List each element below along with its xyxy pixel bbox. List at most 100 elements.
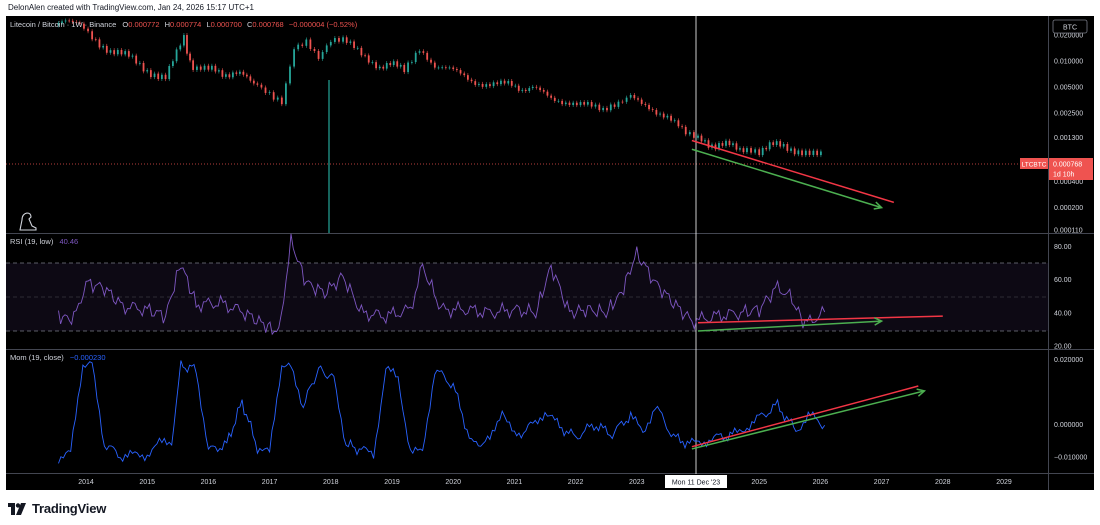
price-candle (662, 113, 665, 118)
price-candle (441, 67, 444, 69)
price-candle (264, 87, 267, 93)
price-candle (535, 86, 538, 88)
chart-area[interactable]: 0.020000 0.010000 0.005000 0.002500 0.001300… (6, 16, 1094, 490)
price-candle (732, 143, 734, 146)
price-candle (804, 150, 807, 156)
price-candle (146, 70, 149, 72)
price-candle (214, 65, 217, 72)
price-candle (293, 49, 295, 67)
price-candle (524, 89, 527, 92)
price-candle (500, 80, 502, 85)
price-candle (728, 140, 731, 146)
trendline-red (691, 385, 919, 448)
price-axis-tick: 0.020000 (1054, 33, 1083, 40)
time-axis-tick: 2026 (813, 479, 829, 486)
time-axis-tick: 2020 (445, 479, 461, 486)
time-axis-tick: 2014 (78, 479, 94, 486)
price-candle (640, 99, 643, 104)
footer-bar: TradingView (0, 490, 1100, 525)
price-candle (557, 100, 560, 102)
price-candle (797, 150, 800, 155)
price-candle (673, 120, 676, 122)
price-candle (157, 73, 160, 80)
ohlc-c-value: 0.000768 (252, 20, 283, 29)
time-axis-tick: 2023 (629, 479, 645, 486)
price-candle (105, 45, 108, 53)
price-candle (677, 120, 680, 127)
price-candle (333, 38, 336, 42)
price-candle (71, 20, 74, 22)
currency-badge[interactable] (1052, 19, 1088, 34)
price-candle (280, 97, 283, 105)
price-candle (444, 67, 447, 69)
price-candle (765, 147, 768, 150)
trendline-green (697, 320, 882, 332)
tradingview-logo[interactable]: TradingView (8, 500, 106, 516)
price-candle (407, 62, 409, 73)
price-axis-tick: 0.000200 (1054, 205, 1083, 212)
price-candle (276, 97, 279, 100)
price-axis[interactable]: 0.020000 0.010000 0.005000 0.002500 0.001300… (1054, 33, 1087, 462)
price-candle (321, 52, 324, 59)
rsi-legend[interactable]: RSI (19, low) 40.46 (10, 237, 78, 246)
symbol-legend[interactable]: Litecoin / Bitcoin · 1W · Binance O0.000… (10, 20, 358, 29)
price-candle (102, 45, 105, 48)
price-candle (422, 51, 425, 53)
crosshair-date-text: Mon 11 Dec '23 (672, 480, 720, 487)
price-candle (238, 71, 241, 74)
price-candle (297, 44, 300, 50)
price-candle (793, 148, 796, 155)
price-candle (550, 95, 553, 98)
price-candle (583, 102, 586, 105)
price-candle (633, 95, 636, 99)
price-candle (426, 52, 429, 60)
time-axis-tick: 2022 (568, 479, 584, 486)
price-candle (252, 80, 255, 84)
price-candle (153, 73, 156, 78)
price-candle (353, 41, 355, 48)
price-candle (718, 143, 720, 150)
price-candle (761, 147, 764, 156)
ohlc-o-key: O (122, 20, 128, 29)
time-axis[interactable]: 2014 2015 2016 2017 2018 2019 2020 2021 2022 2023… (78, 479, 1012, 486)
trendline-green-head (873, 201, 884, 210)
price-candle (648, 104, 650, 110)
mom-legend[interactable]: Mom (19, close) −0.000230 (10, 353, 106, 362)
price-candle (329, 41, 332, 46)
price-candle (433, 62, 436, 68)
price-candle (309, 39, 312, 49)
price-candle (164, 74, 167, 80)
price-candle (272, 92, 275, 100)
price-candle (217, 70, 220, 72)
price-candle (470, 79, 473, 82)
price-candle (301, 44, 304, 46)
price-candle (758, 149, 761, 156)
price-candle (199, 66, 202, 70)
price-candle (356, 47, 359, 49)
price-candle (742, 148, 745, 153)
price-candle (57, 22, 60, 26)
price-candle (621, 101, 624, 103)
price-candle (75, 21, 78, 23)
price-candle (510, 81, 513, 86)
price-series (57, 18, 822, 158)
price-candle (617, 101, 620, 107)
last-price-countdown: 1d 10h (1053, 172, 1075, 179)
trendlines[interactable] (691, 139, 943, 450)
price-candle (697, 135, 699, 138)
price-candle (606, 107, 608, 111)
price-candle (410, 62, 413, 63)
price-candle (466, 75, 469, 80)
trendline-red (697, 315, 943, 324)
price-axis-tick: 0.010000 (1054, 59, 1083, 66)
price-candle (739, 148, 741, 150)
price-candle (120, 49, 123, 55)
chart-svg[interactable]: 0.020000 0.010000 0.005000 0.002500 0.001300… (6, 16, 1094, 490)
trendline-green (691, 390, 925, 450)
price-candle (542, 90, 545, 92)
last-symbol-tag (1020, 158, 1048, 169)
price-candle (463, 73, 466, 76)
price-candle (78, 22, 81, 24)
price-candle (786, 143, 789, 151)
rsi-axis-tick: 20.00 (1054, 344, 1072, 351)
